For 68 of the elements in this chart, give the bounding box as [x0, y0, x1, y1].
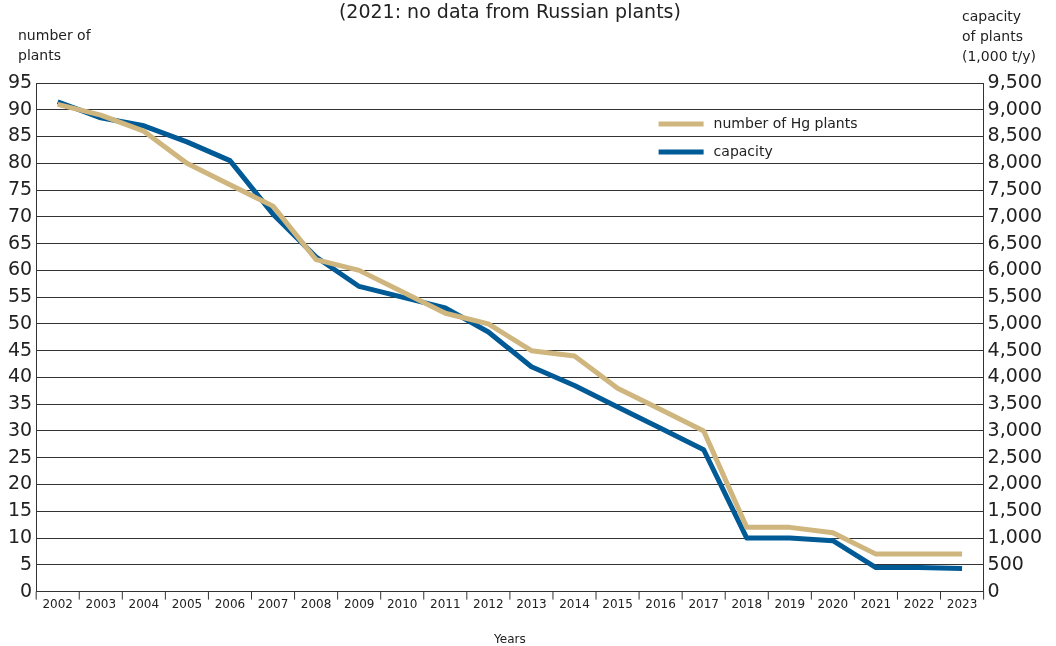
- y-tick-label: 90: [7, 96, 33, 119]
- y-tick-label: 45: [7, 337, 33, 360]
- y2-tick-label: 1,500: [987, 498, 1043, 521]
- y-tick-label: 55: [7, 284, 33, 307]
- y-tick-label: 75: [7, 177, 33, 200]
- y2-tick-label: 6,000: [987, 257, 1043, 280]
- y-tick-label: 5: [20, 551, 33, 574]
- x-tick-label: 2023: [946, 596, 978, 611]
- y2-tick-label: 4,000: [987, 364, 1043, 387]
- chart-title: (2021: no data from Russian plants): [338, 0, 681, 22]
- y-tick-label: 60: [7, 257, 33, 280]
- y2-tick-label: 0: [987, 578, 1000, 601]
- y-tick-label: 80: [7, 150, 33, 173]
- x-tick-label: 2019: [774, 596, 806, 611]
- x-tick-label: 2022: [903, 596, 935, 611]
- x-tick-label: 2015: [602, 596, 633, 611]
- y2-tick-label: 9,500: [987, 69, 1043, 92]
- x-tick-label: 2007: [257, 596, 289, 611]
- x-tick-label: 2012: [473, 596, 504, 611]
- y-tick-label: 25: [7, 444, 33, 467]
- y2-tick-label: 9,000: [987, 96, 1043, 119]
- y2-tick-label: 7,500: [987, 177, 1043, 200]
- y2-tick-label: 6,500: [987, 230, 1043, 253]
- legend-label: number of Hg plants: [713, 114, 858, 131]
- y-tick-label: 30: [7, 417, 33, 440]
- y-tick-label: 10: [7, 525, 33, 547]
- y-tick-label: 65: [7, 230, 33, 253]
- x-tick-label: 2011: [430, 596, 461, 611]
- x-tick-label: 2021: [860, 596, 892, 611]
- y-tick-label: 95: [7, 69, 33, 92]
- y-tick-label: 20: [7, 471, 33, 494]
- y2-tick-label: 5,500: [987, 284, 1043, 307]
- y2-tick-label: 2,500: [987, 444, 1043, 467]
- y-tick-label: 50: [7, 310, 33, 333]
- y-tick-label: 40: [7, 364, 33, 387]
- y2-tick-label: 3,500: [987, 391, 1043, 414]
- y2-tick-label: 3,000: [987, 417, 1043, 440]
- y-axis-title: number of plants: [18, 27, 92, 63]
- x-tick-label: 2017: [688, 596, 719, 611]
- x-tick-label: 2009: [343, 596, 375, 611]
- x-tick-label: 2014: [559, 596, 590, 611]
- y2-tick-label: 1,000: [987, 525, 1043, 547]
- x-tick-label: 2018: [731, 596, 763, 611]
- y2-tick-label: 8,500: [987, 123, 1043, 146]
- y2-tick-label: 7,000: [987, 203, 1043, 226]
- x-tick-label: 2013: [516, 596, 547, 611]
- y-tick-label: 35: [7, 391, 33, 414]
- y2-tick-label: 8,000: [987, 150, 1043, 173]
- x-tick-label: 2010: [386, 596, 418, 611]
- x-tick-label: 2008: [300, 596, 332, 611]
- x-tick-label: 2006: [214, 596, 246, 611]
- x-tick-label: 2005: [171, 596, 203, 611]
- y2-tick-label: 5,000: [987, 310, 1043, 333]
- x-tick-label: 2004: [128, 596, 160, 611]
- x-tick-label: 2016: [645, 596, 676, 611]
- legend-label: capacity: [713, 142, 773, 159]
- x-tick-label: 2003: [85, 596, 117, 611]
- y-tick-label: 70: [7, 203, 33, 226]
- y-tick-label: 0: [20, 578, 33, 601]
- y-tick-label: 15: [7, 498, 33, 521]
- x-axis-title: Years: [493, 632, 526, 646]
- y-tick-label: 85: [7, 123, 33, 146]
- y2-tick-label: 2,000: [987, 471, 1043, 494]
- y2-tick-label: 500: [987, 551, 1024, 574]
- x-tick-label: 2002: [42, 596, 73, 611]
- y2-axis-title: capacity of plants (1,000 t/y): [962, 8, 1036, 64]
- y2-tick-label: 4,500: [987, 337, 1043, 360]
- x-tick-label: 2020: [817, 596, 849, 611]
